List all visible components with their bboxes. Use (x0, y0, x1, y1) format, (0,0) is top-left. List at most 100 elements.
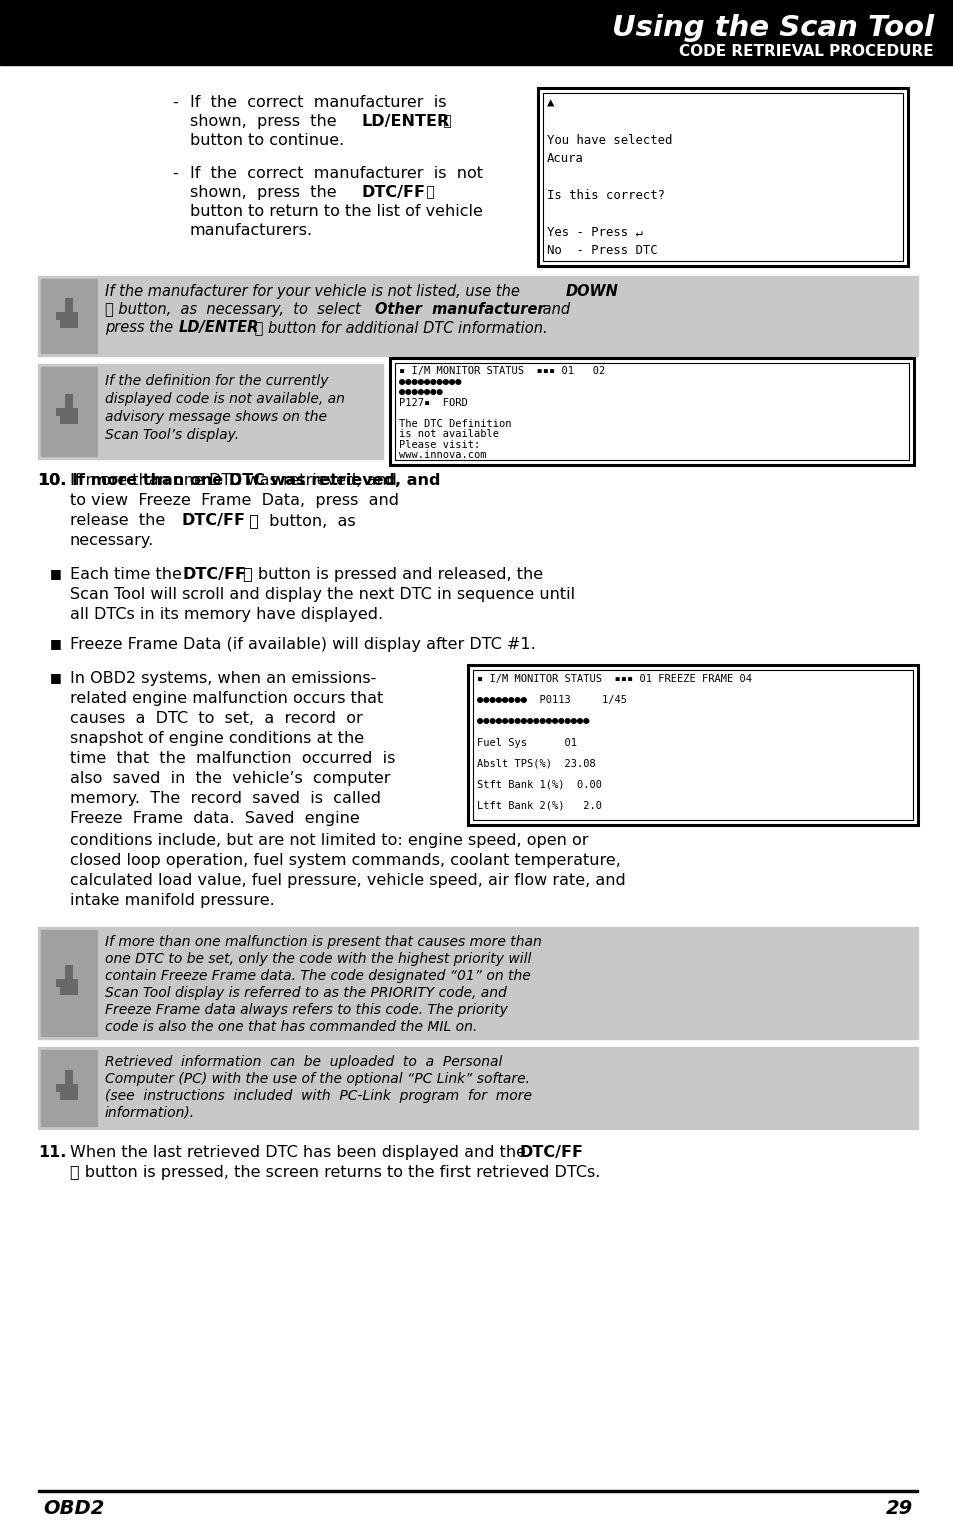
Bar (65, 965, 73, 979)
Bar (41, 930, 97, 1035)
Text: Retrieved  information  can  be  uploaded  to  a  Personal: Retrieved information can be uploaded to… (105, 1055, 502, 1069)
Text: time  that  the  malfunction  occurred  is: time that the malfunction occurred is (70, 751, 395, 767)
Text: The DTC Definition: The DTC Definition (398, 418, 511, 429)
Text: If  the  correct  manufacturer  is  not: If the correct manufacturer is not (190, 166, 482, 182)
Text: necessary.: necessary. (70, 533, 154, 548)
Text: Please visit:: Please visit: (398, 440, 479, 450)
Text: related engine malfunction occurs that: related engine malfunction occurs that (70, 692, 383, 705)
Text: P127▪  FORD: P127▪ FORD (398, 397, 467, 408)
Text: ⓡ  button,  as: ⓡ button, as (239, 513, 355, 528)
Text: OBD2: OBD2 (43, 1500, 104, 1518)
Text: -: - (172, 95, 177, 110)
Text: DTC/FF: DTC/FF (183, 567, 247, 582)
Text: Yes - Press ↵: Yes - Press ↵ (546, 226, 642, 238)
Text: snapshot of engine conditions at the: snapshot of engine conditions at the (70, 731, 364, 747)
Text: manufacturers.: manufacturers. (190, 223, 313, 238)
Bar (38, 363, 382, 460)
Text: Freeze Frame Data (if available) will display after DTC #1.: Freeze Frame Data (if available) will di… (70, 637, 536, 652)
Text: closed loop operation, fuel system commands, coolant temperature,: closed loop operation, fuel system comma… (70, 854, 620, 867)
Text: Scan Tool display is referred to as the PRIORITY code, and: Scan Tool display is referred to as the … (105, 986, 506, 1000)
Text: information).: information). (105, 1106, 195, 1119)
Bar (395, 363, 908, 460)
Text: Each time the: Each time the (70, 567, 187, 582)
Bar (56, 408, 62, 415)
Text: and: and (537, 302, 570, 318)
Text: CODE RETRIEVAL PROCEDURE: CODE RETRIEVAL PROCEDURE (679, 44, 933, 60)
Text: ⓡ: ⓡ (421, 185, 435, 199)
Bar (65, 1070, 73, 1084)
Text: In OBD2 systems, when an emissions-: In OBD2 systems, when an emissions- (70, 670, 376, 686)
Text: conditions include, but are not limited to: engine speed, open or: conditions include, but are not limited … (70, 834, 588, 847)
Text: DTC/FF: DTC/FF (519, 1145, 583, 1161)
Bar (65, 394, 73, 408)
Bar (60, 408, 78, 425)
Text: intake manifold pressure.: intake manifold pressure. (70, 893, 274, 909)
Text: Scan Tool’s display.: Scan Tool’s display. (105, 428, 239, 441)
Text: -: - (172, 166, 177, 182)
Text: 10. If more than one DTC was retrieved, and: 10. If more than one DTC was retrieved, … (38, 473, 440, 489)
Text: No  - Press DTC: No - Press DTC (546, 244, 657, 258)
Text: button to continue.: button to continue. (190, 133, 344, 148)
Text: advisory message shows on the: advisory message shows on the (105, 411, 327, 425)
Text: one DTC to be set, only the code with the highest priority will: one DTC to be set, only the code with th… (105, 951, 531, 967)
Bar (38, 1490, 917, 1492)
Text: ●●●●●●●●  P0113     1/45: ●●●●●●●● P0113 1/45 (476, 695, 626, 705)
Text: 10.: 10. (38, 473, 67, 489)
Text: ●●●●●●●●●●: ●●●●●●●●●● (398, 377, 461, 386)
Bar (38, 276, 917, 356)
Text: Stft Bank 1(%)  0.00: Stft Bank 1(%) 0.00 (476, 780, 601, 789)
Text: button to return to the list of vehicle: button to return to the list of vehicle (190, 205, 482, 218)
Text: If the manufacturer for your vehicle is not listed, use the: If the manufacturer for your vehicle is … (105, 284, 524, 299)
Text: Scan Tool will scroll and display the next DTC in sequence until: Scan Tool will scroll and display the ne… (70, 586, 575, 602)
Text: ▪ I/M MONITOR STATUS  ▪▪▪ 01 FREEZE FRAME 04: ▪ I/M MONITOR STATUS ▪▪▪ 01 FREEZE FRAME… (476, 673, 751, 684)
Bar (0, 0, 953, 66)
Text: Abslt TPS(%)  23.08: Abslt TPS(%) 23.08 (476, 759, 595, 768)
Text: (see  instructions  included  with  PC-Link  program  for  more: (see instructions included with PC-Link … (105, 1089, 532, 1102)
Bar (60, 1084, 78, 1099)
Bar (41, 366, 97, 457)
Bar (537, 89, 907, 266)
Text: contain Freeze Frame data. The code designated “01” on the: contain Freeze Frame data. The code desi… (105, 970, 530, 983)
Bar (56, 1084, 62, 1092)
Bar (542, 93, 902, 261)
Text: Other  manufacturer: Other manufacturer (375, 302, 544, 318)
Text: ⓡ button,  as  necessary,  to  select: ⓡ button, as necessary, to select (105, 302, 370, 318)
Text: calculated load value, fuel pressure, vehicle speed, air flow rate, and: calculated load value, fuel pressure, ve… (70, 873, 625, 889)
Bar (41, 279, 97, 353)
Text: If the definition for the currently: If the definition for the currently (105, 374, 328, 388)
Text: ⓡ button for additional DTC information.: ⓡ button for additional DTC information. (250, 321, 547, 334)
Bar (41, 1051, 97, 1125)
Text: If  the  correct  manufacturer  is: If the correct manufacturer is (190, 95, 446, 110)
Text: ⓡ button is pressed and released, the: ⓡ button is pressed and released, the (237, 567, 542, 582)
Text: displayed code is not available, an: displayed code is not available, an (105, 392, 345, 406)
Text: memory.  The  record  saved  is  called: memory. The record saved is called (70, 791, 380, 806)
Text: 29: 29 (884, 1500, 912, 1518)
Text: shown,  press  the: shown, press the (190, 115, 347, 128)
Text: ▪ I/M MONITOR STATUS  ▪▪▪ 01   02: ▪ I/M MONITOR STATUS ▪▪▪ 01 02 (398, 366, 604, 376)
Text: Freeze Frame data always refers to this code. The priority: Freeze Frame data always refers to this … (105, 1003, 507, 1017)
Bar (65, 298, 73, 312)
Text: code is also the one that has commanded the MIL on.: code is also the one that has commanded … (105, 1020, 476, 1034)
Text: ●●●●●●●: ●●●●●●● (398, 388, 442, 397)
Text: Is this correct?: Is this correct? (546, 189, 664, 202)
Text: DTC/FF: DTC/FF (361, 185, 426, 200)
Bar (56, 979, 62, 986)
Bar (468, 664, 917, 825)
Text: If more than one DTC was retrieved, and: If more than one DTC was retrieved, and (70, 473, 396, 489)
Text: ■: ■ (50, 637, 62, 651)
Bar (38, 1048, 917, 1128)
Text: If more than one malfunction is present that causes more than: If more than one malfunction is present … (105, 935, 541, 948)
Bar (60, 312, 78, 328)
Text: shown,  press  the: shown, press the (190, 185, 347, 200)
Text: causes  a  DTC  to  set,  a  record  or: causes a DTC to set, a record or (70, 712, 362, 725)
Text: 11.: 11. (38, 1145, 67, 1161)
Text: also  saved  in  the  vehicle’s  computer: also saved in the vehicle’s computer (70, 771, 390, 786)
Text: ■: ■ (50, 567, 62, 580)
Text: Computer (PC) with the use of the optional “PC Link” softare.: Computer (PC) with the use of the option… (105, 1072, 530, 1086)
Text: press the: press the (105, 321, 177, 334)
Text: Acura: Acura (546, 153, 583, 165)
Bar (56, 312, 62, 321)
Text: to view  Freeze  Frame  Data,  press  and: to view Freeze Frame Data, press and (70, 493, 398, 508)
Text: LD/ENTER: LD/ENTER (179, 321, 259, 334)
Text: DTC/FF: DTC/FF (182, 513, 246, 528)
